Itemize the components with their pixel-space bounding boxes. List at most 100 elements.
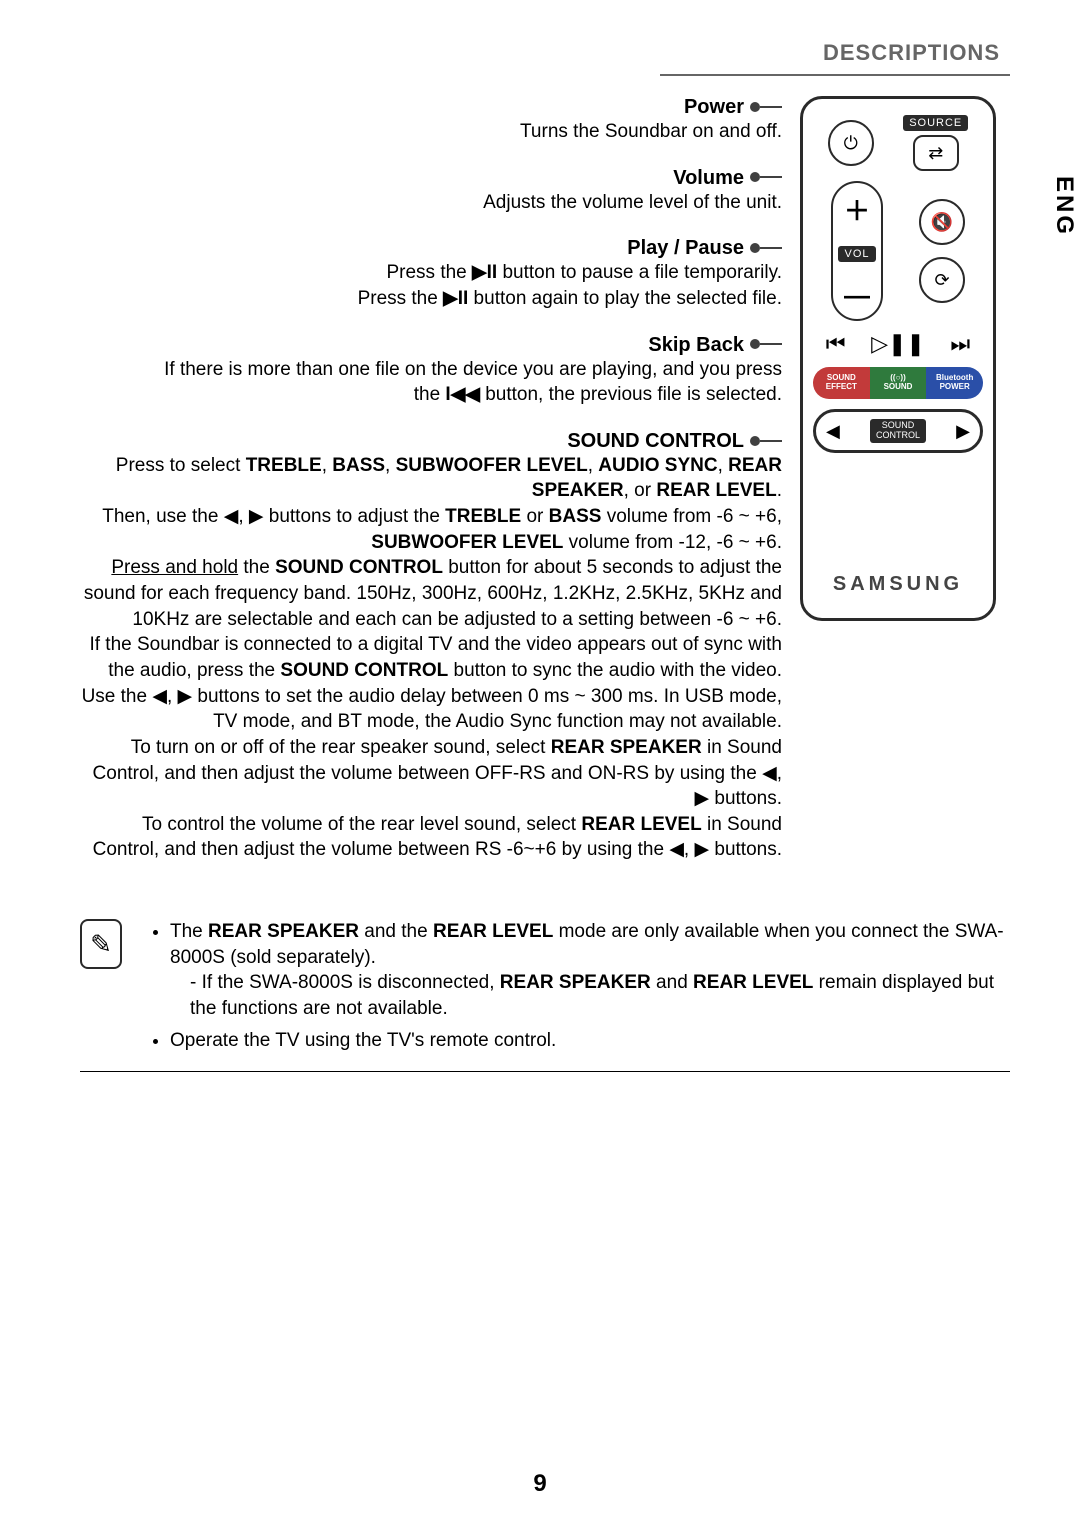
skipback-icon: I◀◀ (445, 384, 480, 405)
power-icon: ⏻ (844, 133, 858, 154)
leader-dot (750, 102, 760, 112)
t: If the SWA-8000S is disconnected, (202, 972, 500, 993)
text: button, the previous file is selected. (480, 384, 782, 405)
playpause-icon: ▶II (443, 288, 468, 309)
t: REAR SPEAKER (500, 972, 651, 993)
skipback-body: If there is more than one file on the de… (80, 357, 782, 408)
prev-icon: ⏮ (826, 331, 846, 357)
leader-line (760, 247, 782, 249)
volume-rocker: ＋ VOL — (831, 181, 883, 321)
t: SOUND CONTROL (275, 557, 443, 578)
leader-dot (750, 436, 760, 446)
t: REAR LEVEL (656, 480, 776, 501)
text: button again to play the selected file. (468, 288, 782, 309)
mute-icon: 🔇 (931, 212, 953, 233)
leader-line (760, 440, 782, 442)
text: button to pause a file temporarily. (497, 262, 782, 283)
pill-buttons: SOUND EFFECT ((○)) SOUND Bluetooth POWER (813, 367, 983, 399)
next-icon: ⏭ (950, 331, 970, 357)
vol-minus-icon: — (844, 280, 870, 311)
sound-control-oval: ◀ SOUND CONTROL ▶ (813, 409, 983, 453)
soundcontrol-body: Press to select TREBLE, BASS, SUBWOOFER … (80, 453, 782, 863)
t: . (777, 480, 782, 501)
t: the (238, 557, 275, 578)
pencil-icon: ✎ (90, 929, 112, 960)
t: and the (359, 921, 433, 942)
skipback-title: Skip Back (648, 334, 744, 356)
text: Press the (386, 262, 472, 283)
brand-logo: SAMSUNG (833, 573, 963, 596)
t: BASS (332, 455, 385, 476)
page-number: 9 (0, 1470, 1080, 1498)
t: , (322, 455, 333, 476)
surround-pill: ((○)) SOUND (870, 367, 927, 399)
note-item: The REAR SPEAKER and the REAR LEVEL mode… (170, 919, 1010, 1022)
t: Press and hold (111, 557, 238, 578)
t: Then, use the ◀, ▶ buttons to adjust the (102, 506, 445, 527)
vol-plus-icon: ＋ (844, 191, 870, 228)
power-body: Turns the Soundbar on and off. (80, 119, 782, 145)
t: AUDIO SYNC (598, 455, 717, 476)
leader-dot (750, 339, 760, 349)
power-title: Power (684, 96, 744, 118)
t: TREBLE (445, 506, 521, 527)
leader-dot (750, 243, 760, 253)
playpause-icon: ▶II (472, 262, 497, 283)
t: REAR SPEAKER (551, 737, 702, 758)
sound-effect-pill: SOUND EFFECT (813, 367, 870, 399)
t: To control the volume of the rear level … (142, 814, 581, 835)
t: SOUND CONTROL (280, 660, 448, 681)
leader-dot (750, 172, 760, 182)
note-item: Operate the TV using the TV's remote con… (170, 1028, 1010, 1054)
t: The (170, 921, 208, 942)
vol-label: VOL (838, 246, 875, 262)
right-arrow-icon: ▶ (956, 421, 970, 442)
volume-title: Volume (673, 167, 744, 189)
playpause-icon: ▷❚❚ (871, 331, 925, 357)
playpause-body: Press the ▶II button to pause a file tem… (80, 260, 782, 311)
text: Press the (358, 288, 444, 309)
t: and (651, 972, 693, 993)
note-icon: ✎ (80, 919, 122, 969)
note-subitem: - If the SWA-8000S is disconnected, REAR… (190, 970, 1010, 1021)
power-button-icon: ⏻ (828, 120, 874, 166)
repeat-icon: ⟳ (934, 270, 949, 291)
t: REAR SPEAKER (208, 921, 359, 942)
repeat-button-icon: ⟳ (919, 257, 965, 303)
leader-line (760, 106, 782, 108)
t: , (718, 455, 729, 476)
t: SUBWOOFER LEVEL (396, 455, 588, 476)
t: volume from -12, -6 ~ +6. (563, 532, 782, 553)
source-button-icon: ⇄ (913, 135, 959, 171)
descriptions-column: Power Turns the Soundbar on and off. Vol… (80, 96, 782, 873)
source-icon: ⇄ (928, 143, 943, 164)
t: or (521, 506, 548, 527)
transport-row: ⏮ ▷❚❚ ⏭ (813, 331, 983, 357)
leader-line (760, 343, 782, 345)
t: REAR LEVEL (693, 972, 813, 993)
t: , (385, 455, 396, 476)
t: BASS (549, 506, 602, 527)
bluetooth-power-pill: Bluetooth POWER (926, 367, 983, 399)
source-label: SOURCE (903, 115, 968, 131)
left-arrow-icon: ◀ (826, 421, 840, 442)
sound-control-label: SOUND CONTROL (870, 419, 926, 443)
playpause-title: Play / Pause (627, 237, 744, 259)
t: TREBLE (246, 455, 322, 476)
t: REAR LEVEL (581, 814, 701, 835)
t: volume from -6 ~ +6, (601, 506, 782, 527)
header-rule (660, 74, 1010, 76)
t: Press to select (116, 455, 246, 476)
t: To turn on or off of the rear speaker so… (131, 737, 551, 758)
text: If there is more than one file on the de… (164, 359, 782, 380)
mute-button-icon: 🔇 (919, 199, 965, 245)
t: REAR LEVEL (433, 921, 553, 942)
t: , (588, 455, 599, 476)
language-tab: ENG (1050, 176, 1078, 237)
leader-line (760, 176, 782, 178)
notes-list: The REAR SPEAKER and the REAR LEVEL mode… (148, 919, 1010, 1059)
soundcontrol-title: SOUND CONTROL (567, 430, 744, 452)
remote-diagram: ⏻ SOURCE ⇄ ＋ VOL — 🔇 ⟳ ⏮ ▷❚❚ (800, 96, 996, 621)
page-section-header: DESCRIPTIONS (80, 40, 1010, 66)
volume-body: Adjusts the volume level of the unit. (80, 190, 782, 216)
